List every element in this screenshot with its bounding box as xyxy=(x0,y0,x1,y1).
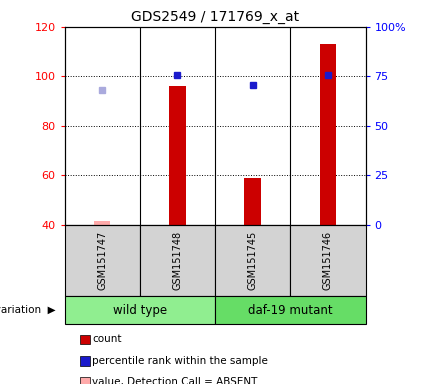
Bar xyxy=(94,221,111,225)
Text: GSM151745: GSM151745 xyxy=(248,230,258,290)
Text: GSM151748: GSM151748 xyxy=(172,231,182,290)
Bar xyxy=(64,296,215,324)
Text: GSM151747: GSM151747 xyxy=(97,230,107,290)
Bar xyxy=(215,225,290,296)
Bar xyxy=(319,44,336,225)
Bar xyxy=(169,86,186,225)
Text: count: count xyxy=(92,334,122,344)
Bar xyxy=(215,296,366,324)
Bar xyxy=(64,225,140,296)
Text: daf-19 mutant: daf-19 mutant xyxy=(248,304,332,316)
Bar xyxy=(244,178,261,225)
Title: GDS2549 / 171769_x_at: GDS2549 / 171769_x_at xyxy=(131,10,299,25)
Text: wild type: wild type xyxy=(113,304,167,316)
Bar xyxy=(290,225,366,296)
Text: genotype/variation  ▶: genotype/variation ▶ xyxy=(0,305,56,315)
Bar xyxy=(140,225,215,296)
Text: GSM151746: GSM151746 xyxy=(323,231,333,290)
Text: percentile rank within the sample: percentile rank within the sample xyxy=(92,356,268,366)
Text: value, Detection Call = ABSENT: value, Detection Call = ABSENT xyxy=(92,377,258,384)
